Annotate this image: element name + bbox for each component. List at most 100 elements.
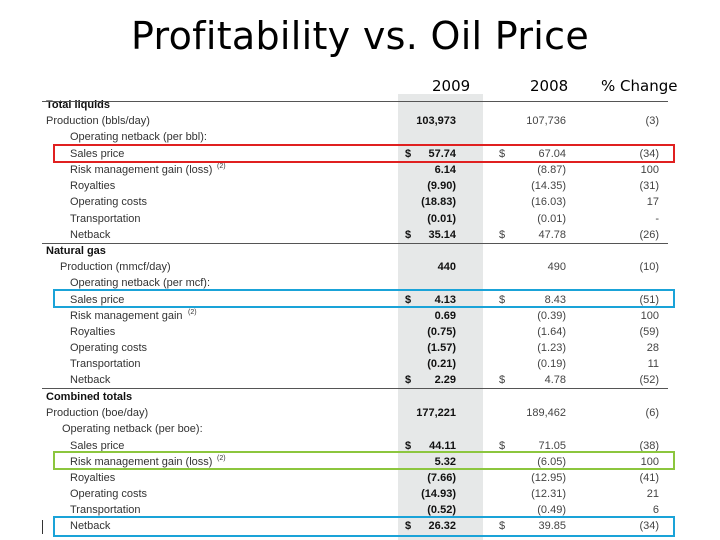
value-2009: (7.66) (427, 472, 456, 484)
table-row: Risk management gain (loss) (2) 6.14 (8.87)… (0, 162, 720, 178)
value-2008: (16.03) (531, 196, 566, 208)
value-change: 100 (640, 456, 659, 468)
currency-2009: $ (405, 374, 412, 386)
table-row: Production (mmcf/day) 440 490 (10) (0, 259, 720, 275)
value-2009: (18.83) (421, 196, 456, 208)
value-2009: (0.75) (427, 326, 456, 338)
table-row: Operating costs (1.57) (1.23) 28 (0, 340, 720, 356)
table-row: Transportation (0.21) (0.19) 11 (0, 356, 720, 372)
value-2008: (12.95) (531, 472, 566, 484)
row-label: Production (bbls/day) (46, 115, 150, 127)
section-header-row: Natural gas (0, 243, 720, 259)
row-label: Operating netback (per mcf): (70, 277, 211, 289)
section-rule-gas (42, 388, 668, 389)
value-2009: 103,973 (416, 115, 456, 127)
table-row: Royalties (9.90) (14.35) (31) (0, 178, 720, 194)
value-2009: 57.74 (428, 148, 456, 160)
row-label: Operating netback (per boe): (62, 423, 203, 435)
footnote-marker: (2) (217, 455, 226, 462)
value-change: 21 (646, 488, 659, 500)
table-row: Risk management gain (2) 0.69 (0.39) 100 (0, 308, 720, 324)
value-change: (51) (639, 294, 659, 306)
row-label: Netback (70, 374, 111, 386)
value-2009: 0.69 (434, 310, 456, 322)
table-row: Operating costs (18.83) (16.03) 17 (0, 194, 720, 210)
value-2008: (1.23) (537, 342, 566, 354)
table-row: Royalties (0.75) (1.64) (59) (0, 324, 720, 340)
value-change: 11 (647, 358, 659, 370)
currency-2009: $ (405, 440, 412, 452)
value-2009: 440 (437, 261, 456, 273)
row-label: Operating netback (per bbl): (70, 131, 207, 143)
column-header-2009: 2009 (432, 77, 471, 95)
value-2009: (0.21) (427, 358, 456, 370)
value-2008: 4.78 (544, 374, 566, 386)
page-title: Profitability vs. Oil Price (130, 14, 589, 58)
row-label: Sales price (70, 148, 125, 160)
currency-2008: $ (499, 520, 506, 532)
highlight-liquids-sales-price (53, 144, 675, 163)
value-2008: 67.04 (538, 148, 566, 160)
margin-tick (42, 520, 46, 534)
table-row: Operating netback (per mcf): (0, 275, 720, 291)
currency-2008: $ (499, 374, 506, 386)
row-label: Royalties (70, 326, 116, 338)
table-row: Transportation (0.01) (0.01) - (0, 211, 720, 227)
currency-2008: $ (499, 440, 506, 452)
row-label: Transportation (70, 504, 141, 516)
value-change: (3) (645, 115, 659, 127)
value-change: (26) (639, 229, 659, 241)
value-2008: (8.87) (537, 164, 566, 176)
table-row: Netback $35.14 $47.78 (26) (0, 227, 720, 243)
row-label: Operating costs (70, 342, 148, 354)
row-label: Operating costs (70, 196, 148, 208)
value-2008: 8.43 (544, 294, 566, 306)
row-label: Production (mmcf/day) (60, 261, 171, 273)
table-row: Transportation (0.52) (0.49) 6 (0, 502, 720, 518)
value-2008: (14.35) (531, 180, 566, 192)
row-label: Transportation (70, 358, 141, 370)
section-header-row: Total liquids (0, 97, 720, 113)
value-2008: 47.78 (538, 229, 566, 241)
column-header-change: % Change (601, 77, 678, 95)
row-label: Royalties (70, 180, 116, 192)
value-2008: 189,462 (526, 407, 566, 419)
table-row: Operating netback (per bbl): (0, 129, 720, 145)
currency-2009: $ (405, 229, 412, 241)
value-2009: (1.57) (427, 342, 456, 354)
currency-2008: $ (499, 229, 506, 241)
table-row: Netback $26.32 $39.85 (34) (0, 518, 720, 534)
value-change: - (655, 213, 659, 225)
row-label: Production (boe/day) (46, 407, 149, 419)
value-2009: 4.13 (434, 294, 456, 306)
table-top-rule (42, 101, 668, 102)
table-row: Royalties (7.66) (12.95) (41) (0, 470, 720, 486)
column-header-2008: 2008 (530, 77, 569, 95)
value-change: 28 (646, 342, 659, 354)
value-change: 6 (652, 504, 659, 516)
row-label: Netback (70, 229, 111, 241)
value-2008: 71.05 (538, 440, 566, 452)
row-label: Risk management gain (loss) (70, 456, 213, 468)
value-change: (34) (639, 520, 659, 532)
value-change: (34) (639, 148, 659, 160)
row-label: Risk management gain (loss) (70, 164, 213, 176)
value-2008: 107,736 (526, 115, 566, 127)
currency-2008: $ (499, 148, 506, 160)
value-2009: 177,221 (416, 407, 456, 419)
value-2009: (0.52) (427, 504, 456, 516)
table-row: Production (bbls/day) 103,973 107,736 (3) (0, 113, 720, 129)
value-2009: 6.14 (434, 164, 456, 176)
row-label: Total liquids (46, 99, 110, 111)
currency-2009: $ (405, 148, 412, 160)
table-row: Sales price $44.11 $71.05 (38) (0, 438, 720, 454)
value-change: (10) (639, 261, 659, 273)
row-label: Netback (70, 520, 111, 532)
value-2008: (0.49) (537, 504, 566, 516)
section-header-row: Combined totals (0, 389, 720, 405)
value-change: 100 (640, 164, 659, 176)
value-2009: 26.32 (428, 520, 456, 532)
value-change: (38) (639, 440, 659, 452)
row-label: Transportation (70, 213, 141, 225)
table-row: Sales price $4.13 $8.43 (51) (0, 292, 720, 308)
